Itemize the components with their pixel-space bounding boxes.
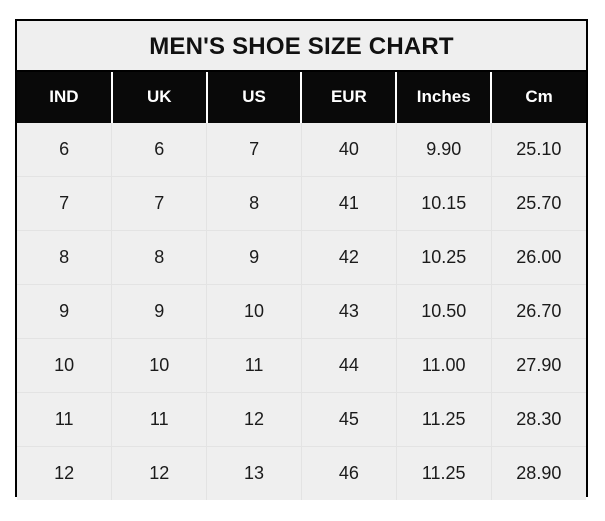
- cell-uk: 10: [111, 338, 208, 393]
- cell-us: 7: [206, 122, 302, 177]
- cell-ind: 10: [17, 338, 113, 393]
- cell-ind: 9: [17, 284, 113, 339]
- cell-cm: 26.00: [491, 230, 586, 285]
- cell-eur: 43: [301, 284, 397, 339]
- cell-ind: 6: [17, 122, 113, 177]
- cell-cm: 25.70: [491, 176, 586, 231]
- cell-uk: 6: [111, 122, 208, 177]
- cell-inches: 9.90: [396, 122, 492, 177]
- column-header-cm: Cm: [491, 72, 586, 123]
- cell-inches: 11.25: [396, 446, 492, 500]
- cell-us: 9: [206, 230, 302, 285]
- table-row: 8 8 9 42 10.25 26.00: [17, 230, 586, 285]
- cell-cm: 28.30: [491, 392, 586, 447]
- chart-title: MEN'S SHOE SIZE CHART: [17, 21, 586, 72]
- cell-us: 11: [206, 338, 302, 393]
- column-header-inches: Inches: [396, 72, 493, 123]
- table-header: IND UK US EUR Inches Cm: [17, 72, 586, 123]
- shoe-size-table: IND UK US EUR Inches Cm 6 6 7 40 9.90 25…: [17, 72, 586, 500]
- size-chart-container: MEN'S SHOE SIZE CHART IND UK US EUR Inch…: [15, 19, 588, 500]
- cell-cm: 28.90: [491, 446, 586, 500]
- cell-eur: 41: [301, 176, 397, 231]
- cell-cm: 25.10: [491, 122, 586, 177]
- cell-uk: 8: [111, 230, 208, 285]
- cell-eur: 42: [301, 230, 397, 285]
- table-row: 6 6 7 40 9.90 25.10: [17, 122, 586, 177]
- cell-uk: 9: [111, 284, 208, 339]
- cell-ind: 8: [17, 230, 113, 285]
- header-row: IND UK US EUR Inches Cm: [17, 72, 586, 123]
- cell-inches: 10.25: [396, 230, 492, 285]
- cell-inches: 10.15: [396, 176, 492, 231]
- cell-uk: 7: [111, 176, 208, 231]
- cell-ind: 7: [17, 176, 113, 231]
- column-header-us: US: [206, 72, 303, 123]
- cell-inches: 11.00: [396, 338, 492, 393]
- table-row: 11 11 12 45 11.25 28.30: [17, 392, 586, 447]
- cell-cm: 26.70: [491, 284, 586, 339]
- cell-inches: 11.25: [396, 392, 492, 447]
- cell-ind: 12: [17, 446, 113, 500]
- cell-inches: 10.50: [396, 284, 492, 339]
- table-row: 7 7 8 41 10.15 25.70: [17, 176, 586, 231]
- column-header-uk: UK: [111, 72, 208, 123]
- cell-uk: 11: [111, 392, 208, 447]
- cell-us: 8: [206, 176, 302, 231]
- cell-ind: 11: [17, 392, 113, 447]
- table-row: 9 9 10 43 10.50 26.70: [17, 284, 586, 339]
- cell-eur: 44: [301, 338, 397, 393]
- table-body: 6 6 7 40 9.90 25.10 7 7 8 41 10.15 25.70…: [17, 122, 586, 500]
- table-row: 10 10 11 44 11.00 27.90: [17, 338, 586, 393]
- cell-uk: 12: [111, 446, 208, 500]
- cell-eur: 40: [301, 122, 397, 177]
- cell-us: 10: [206, 284, 302, 339]
- cell-eur: 45: [301, 392, 397, 447]
- cell-us: 12: [206, 392, 302, 447]
- cell-cm: 27.90: [491, 338, 586, 393]
- column-header-ind: IND: [17, 72, 113, 123]
- table-row: 12 12 13 46 11.25 28.90: [17, 446, 586, 500]
- column-header-eur: EUR: [301, 72, 398, 123]
- cell-eur: 46: [301, 446, 397, 500]
- cell-us: 13: [206, 446, 302, 500]
